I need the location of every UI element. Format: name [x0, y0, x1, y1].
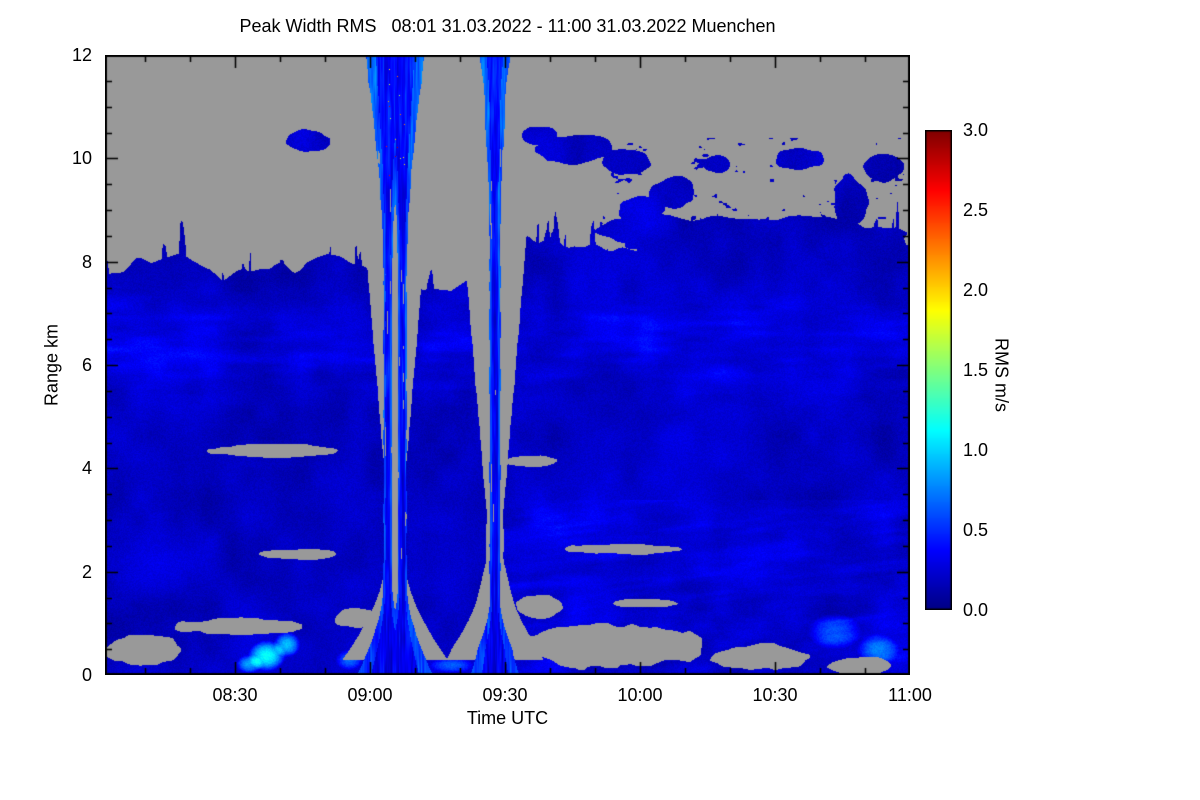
y-tick-label: 0: [81, 665, 92, 685]
x-tick-label: 10:30: [752, 685, 798, 705]
y-tick-label: 2: [81, 562, 92, 582]
y-tick-label: 6: [81, 355, 92, 375]
colorbar-tick-label: 0.0: [963, 600, 989, 620]
y-axis-label: Range km: [41, 323, 62, 407]
heatmap-plot-canvas: [105, 55, 910, 675]
colorbar-tick-label: 2.5: [963, 200, 989, 220]
colorbar-tick-label: 3.0: [963, 120, 989, 140]
x-tick-label: 10:00: [617, 685, 663, 705]
x-axis-label: Time UTC: [466, 708, 549, 728]
colorbar-tick-label: 2.0: [963, 280, 989, 300]
colorbar-tick-label: 1.5: [963, 360, 989, 380]
colorbar-tick-label: 0.5: [963, 520, 989, 540]
y-tick-label: 8: [81, 252, 92, 272]
y-tick-label: 12: [71, 45, 92, 65]
x-tick-label: 11:00: [888, 685, 932, 705]
colorbar-canvas: [925, 130, 952, 610]
x-tick-label: 08:30: [212, 685, 258, 705]
x-tick-label: 09:00: [347, 685, 393, 705]
x-tick-label: 09:30: [482, 685, 528, 705]
colorbar-tick-label: 1.0: [963, 440, 989, 460]
colorbar-label: RMS m/s: [991, 338, 1012, 412]
y-tick-label: 4: [81, 458, 92, 478]
y-tick-label: 10: [71, 148, 92, 168]
chart-title: Peak Width RMS 08:01 31.03.2022 - 11:00 …: [239, 16, 776, 36]
